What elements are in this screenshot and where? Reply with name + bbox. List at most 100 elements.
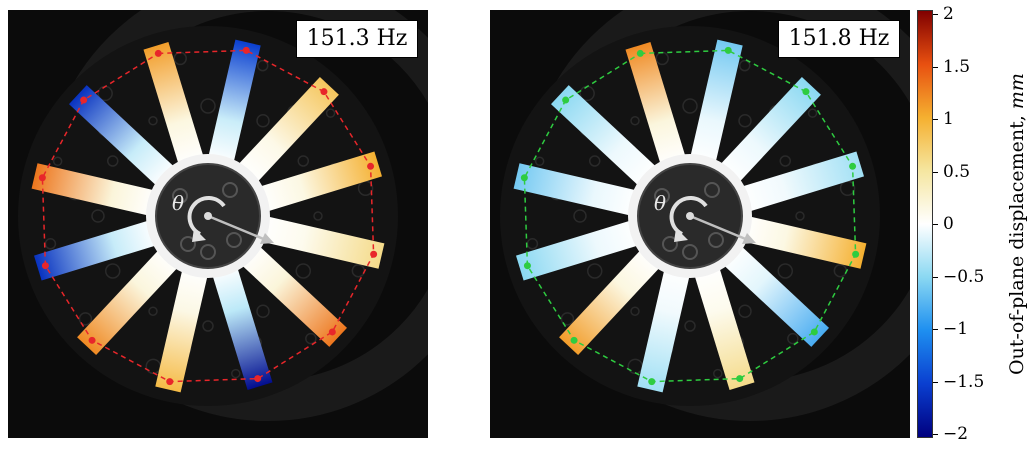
colorbar-title-text: Out-of-plane displacement, [1006,115,1028,375]
tip-marker [523,262,531,270]
tip-marker [570,336,578,344]
theta-arc [187,196,226,236]
colorbar-title: Out-of-plane displacement, mm [1006,73,1028,375]
tip-marker [810,328,818,336]
tip-marker [849,162,857,170]
spoke-wheel-image-right: θ [500,10,910,421]
spoke-10 [34,219,160,281]
hub-bolt [682,244,698,260]
machinery-bolt [313,211,323,221]
machinery-bolt [713,368,723,379]
machinery-bolt [256,304,270,319]
machinery-bolt [200,98,216,114]
hub-bolt [704,182,720,198]
colorbar-tick-mark [933,224,938,225]
machinery-bolt [202,320,214,332]
tip-marker [154,49,162,57]
machinery-bolt [52,156,63,167]
spoke-11 [31,163,158,217]
spoke-6 [239,244,347,347]
spoke-4 [738,151,864,213]
reference-axis [207,214,267,242]
machinery-bolt [573,209,587,223]
machinery-bolt [106,155,119,167]
machinery-bolt [738,59,751,72]
colorbar-tick-mark [933,119,938,120]
spoke-6 [721,244,829,347]
tip-marker [41,262,49,270]
tip-marker [367,162,375,170]
spoke-4 [256,151,382,213]
spoke-9 [559,247,662,355]
reference-axis-arrowhead [742,233,756,244]
colorbar-tick-mark [933,381,938,383]
spoke-7 [211,264,273,390]
spoke-5 [258,215,385,269]
machinery-bolt [305,332,317,345]
tip-marker [254,375,262,383]
spoke-wheel-image-left: θ [18,10,428,421]
machinery-bolt [231,368,241,379]
hub-bolt [662,236,678,252]
tip-marker [852,250,860,258]
colorbar-tick-label: −2 [943,424,969,444]
machinery-bolt [526,238,539,250]
colorbar-tick-label: −1 [943,319,969,339]
tip-marker [242,46,250,54]
theta-arc [669,196,708,236]
spoke-11 [513,163,640,217]
machinery-bolt [795,211,805,221]
tip-marker [562,96,570,104]
machinery-bolt [738,304,752,319]
spoke-12 [551,85,659,188]
hub-bolt [654,188,670,204]
machinery-bolt [295,263,312,279]
machinery-bolt [148,115,158,126]
hub-bolt [226,232,242,248]
hub-bolt [200,244,216,260]
spoke-7 [693,264,755,390]
hub-pivot [204,212,212,220]
tip-marker [370,250,378,258]
reference-axis [689,214,749,242]
colorbar-tick-mark [933,329,938,330]
machinery-bolt [779,155,792,167]
frequency-label-left: 151.3 Hz [296,20,418,58]
colorbar-tick-label: −1.5 [943,371,985,392]
theta-arc-arrowhead [674,228,688,242]
spoke-2 [207,39,261,166]
machinery-bolt [104,263,121,279]
colorbar-tick-label: 2 [943,4,954,24]
spoke-5 [740,215,867,269]
machinery-bolt [684,320,696,332]
theta-label: θ [654,191,666,215]
hub-pivot [686,212,694,220]
hub-bolt [172,188,188,204]
spoke-10 [516,219,642,281]
machinery-bolt [534,156,545,167]
tip-marker [80,96,88,104]
tip-marker [636,49,644,57]
machinery-bolt [91,209,105,223]
machinery-bolt [682,98,698,114]
machinery-bolt [256,59,269,72]
colorbar-tick-mark [933,434,938,435]
spoke-9 [77,247,180,355]
colorbar-tick-label: −0.5 [943,266,985,287]
reference-axis-arrowhead [260,233,274,244]
colorbar-tick-mark [933,14,938,15]
machinery-bolt [630,115,640,126]
spoke-1 [625,42,687,168]
tip-marker [736,375,744,383]
machinery-bolt [777,263,794,279]
colorbar-unit: mm [1006,73,1028,110]
machinery-bolt [630,306,640,317]
machinery-bolt [297,155,310,167]
colorbar [917,10,933,438]
machinery-bolt [588,155,601,167]
mode-shape-panel-left: θ 151.3 Hz [8,10,428,438]
tip-marker [648,378,656,386]
theta-arc-arrowhead [192,228,206,242]
tip-marker [320,88,328,96]
machinery-bolt [586,263,603,279]
